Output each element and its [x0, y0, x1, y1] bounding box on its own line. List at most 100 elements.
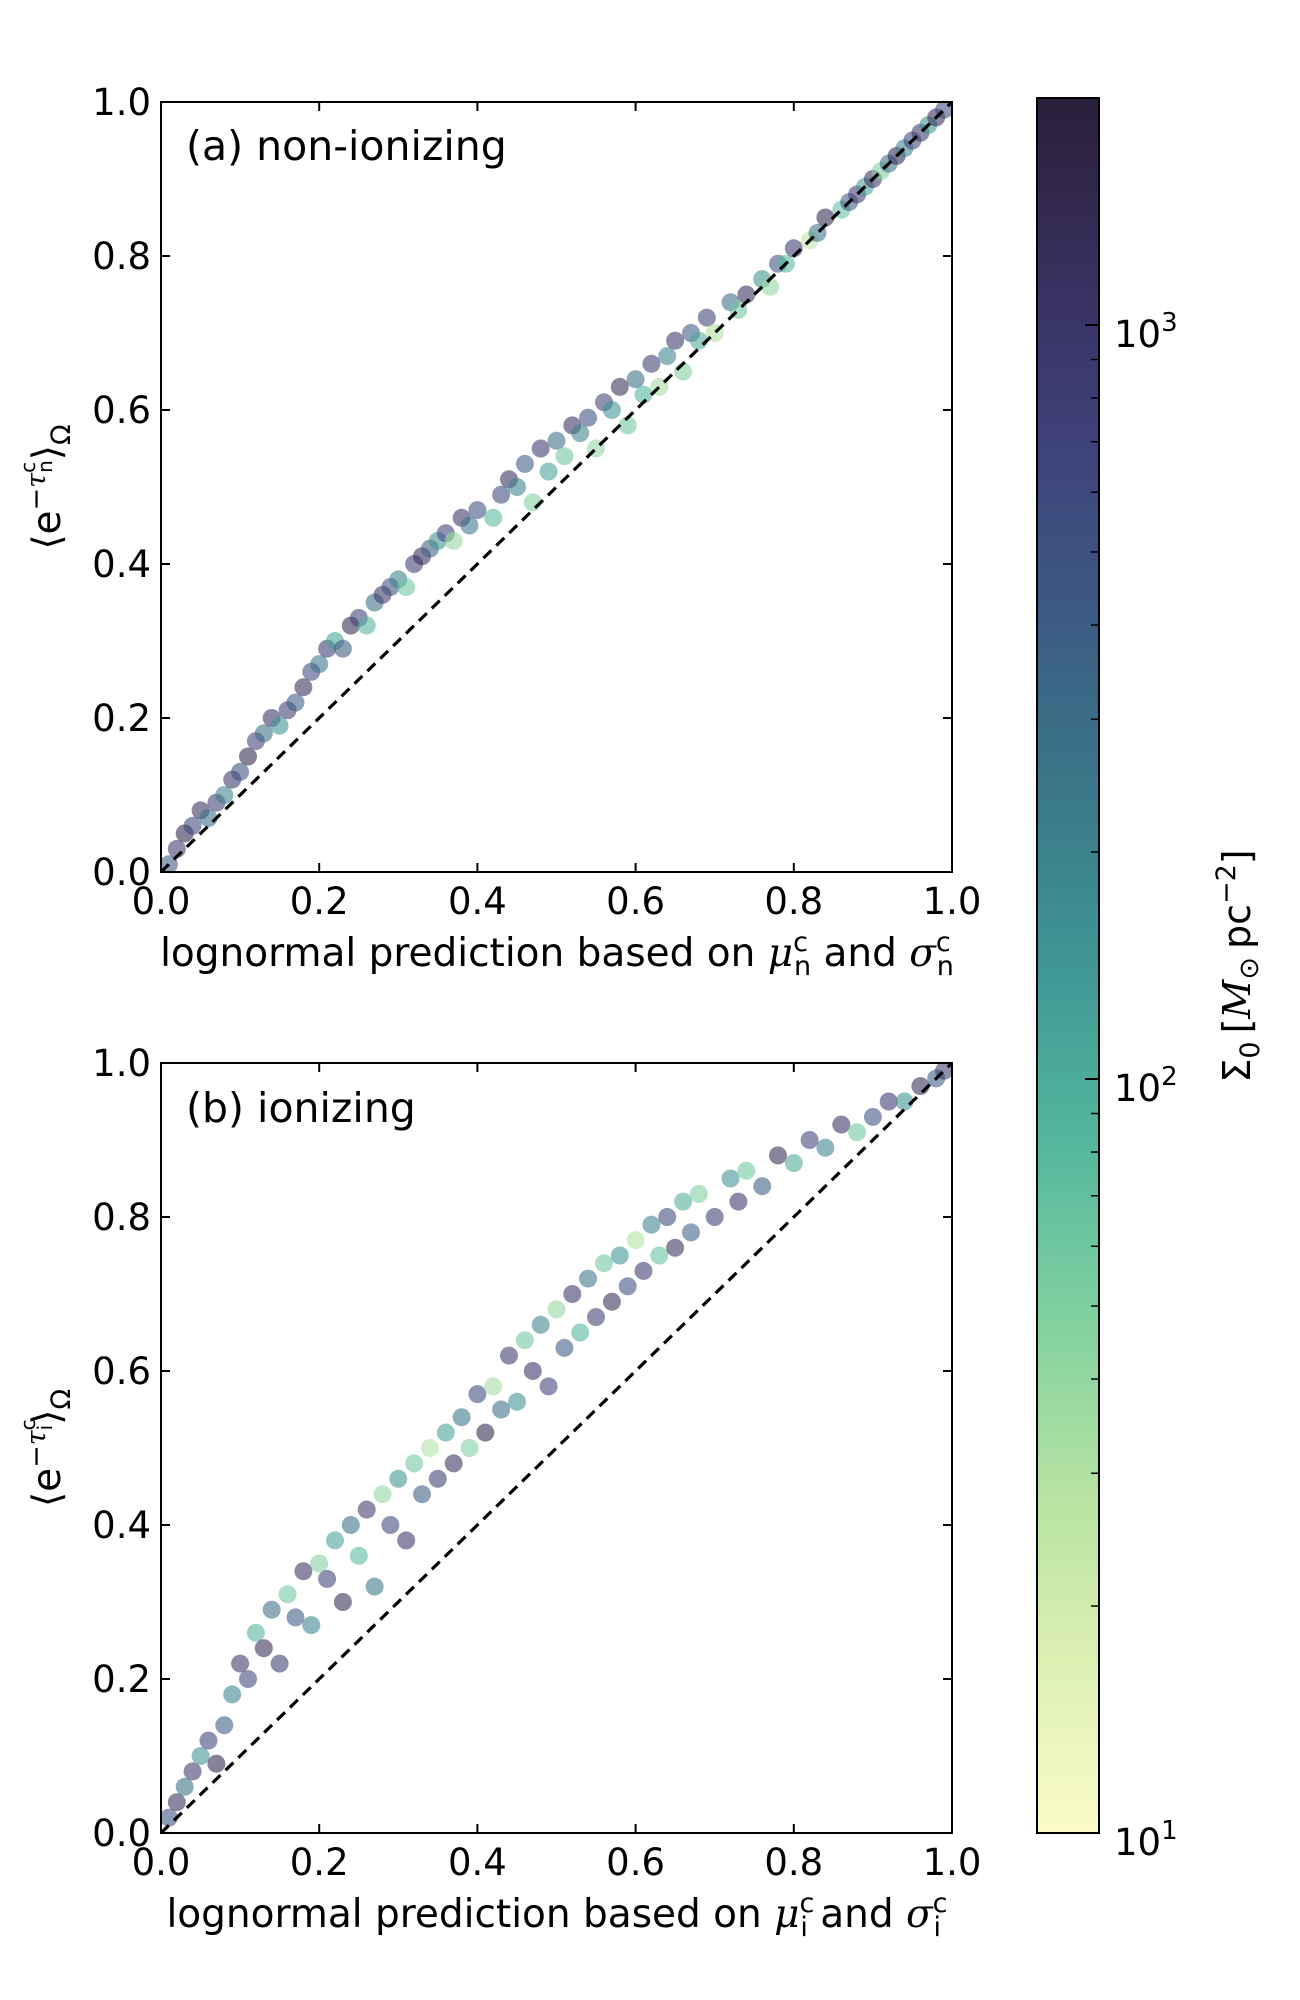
panel-b-data-point — [413, 1485, 431, 1504]
panel-a-xtick-label: 1.0 — [923, 880, 982, 923]
panel-b-label: (b) ionizing — [186, 1084, 416, 1132]
panel-a-xtick-label: 0.6 — [606, 880, 665, 923]
panel-b-ytick-label: 0.4 — [92, 1504, 151, 1547]
panel-b-data-point — [389, 1469, 408, 1488]
panel-a-ticks: 0.0 0.2 0.4 0.6 0.8 1.0 0.0 0.2 0.4 0.6 0.8 1.0 — [92, 81, 981, 923]
panel-b-data-point — [452, 1408, 471, 1427]
panel-b-xtick-label: 0.6 — [606, 1841, 665, 1884]
panel-b-data-point — [231, 1654, 250, 1673]
panel-b-data-point — [357, 1500, 376, 1519]
panel-b-data-point — [595, 1254, 613, 1273]
panel-a-data-point — [531, 439, 550, 458]
colorbar-tick-label: 102 — [1114, 1062, 1178, 1110]
panel-a-data-point — [642, 354, 661, 373]
panel-b-data-point — [436, 1423, 455, 1442]
panel-b-data-point — [262, 1600, 281, 1619]
colorbar-label: Σ0[M⊙pc−2] — [1211, 849, 1266, 1082]
panel-b-data-point — [278, 1585, 297, 1604]
panel-a-data-point — [610, 377, 629, 396]
panel-a-ytick-label: 1.0 — [92, 81, 151, 124]
panel-b-data-point — [579, 1269, 598, 1288]
panel-b-data-point — [428, 1469, 447, 1488]
panel-b-data-point — [420, 1439, 439, 1457]
panel-a-data-point — [310, 655, 329, 674]
panel-a-data-point — [579, 408, 598, 427]
panel-a-data-point — [444, 531, 463, 550]
panel-b-data-point — [215, 1716, 234, 1735]
colorbar: 101 102 103 Σ0[M⊙pc−2] — [1036, 97, 1266, 1864]
panel-b-data-point — [341, 1516, 360, 1534]
panel-b-data-point — [682, 1223, 700, 1242]
panel-b-data-point — [737, 1161, 756, 1180]
panel-b-data-point — [207, 1754, 226, 1773]
panel-a-data-point — [626, 370, 645, 389]
panel-b-data-point — [223, 1685, 242, 1704]
panel-b-data-point — [310, 1554, 329, 1573]
panel-b-data-point — [397, 1531, 416, 1550]
panel-b-xtick-label: 0.0 — [132, 1841, 191, 1884]
panel-b-data-point — [302, 1616, 321, 1635]
panel-b-data-point — [318, 1569, 337, 1588]
panel-b-data-point — [634, 1261, 653, 1280]
colorbar-tick-label: 101 — [1114, 1816, 1178, 1864]
panel-b-data-point — [721, 1169, 740, 1188]
panel-a-ytick-label: 0.2 — [92, 697, 151, 740]
panel-a-data-point — [658, 347, 677, 366]
panel-b-ytick-label: 0.8 — [92, 1196, 151, 1239]
panel-b-data-point — [460, 1439, 479, 1457]
panel-a-ytick-label: 0.4 — [92, 543, 151, 586]
panel-a-data-point — [539, 462, 558, 481]
panel-b-data-point — [468, 1385, 487, 1404]
panel-b-frame — [160, 1062, 953, 1834]
panel-b-ticks: 0.0 0.2 0.4 0.6 0.8 1.0 0.0 0.2 0.4 0.6 0.8 1.0 — [92, 1042, 981, 1884]
panel-a-data-point — [231, 762, 250, 781]
panel-b-data-point — [239, 1670, 257, 1688]
panel-a-xtick-label: 0.8 — [764, 880, 823, 923]
panel-b-data-point — [769, 1146, 787, 1165]
panel-a-data-point — [634, 385, 653, 404]
panel-a-data-point — [270, 716, 289, 735]
panel-b-data-point — [523, 1362, 542, 1380]
panel-b-data-point — [199, 1731, 218, 1750]
panel-b-data-point — [555, 1338, 574, 1357]
panel-b-data-point — [689, 1184, 708, 1203]
panel-a-data-point — [468, 501, 487, 520]
panel-b-reference-line — [159, 1061, 954, 1835]
panel-b-data-point — [729, 1192, 748, 1211]
panel-a-ytick-label: 0.8 — [92, 235, 151, 278]
panel-a-data-point — [333, 639, 352, 658]
panel-b-data-point — [246, 1623, 265, 1642]
panel-b-data-point — [405, 1454, 424, 1473]
panel-b-data-point — [492, 1400, 511, 1419]
panel-b-data-point — [508, 1392, 526, 1411]
panel-b-data-point — [666, 1238, 685, 1257]
panel-b-data-point — [539, 1377, 558, 1396]
panel-a-data-point — [515, 454, 534, 473]
panel-b-xlabel: lognormal prediction based on μc i and σc… — [166, 1888, 947, 1943]
panel-b-data-point — [270, 1654, 289, 1673]
panel-b-data-point — [610, 1246, 629, 1265]
panel-b-data-point — [191, 1747, 210, 1765]
panel-b-data-point — [626, 1231, 645, 1250]
panel-a-data-point — [602, 401, 621, 419]
panel-b-data-point — [373, 1485, 392, 1504]
panel-b-xtick-label: 0.4 — [448, 1841, 507, 1884]
panel-b-ytick-label: 0.2 — [92, 1658, 151, 1701]
panel-b-data-point — [484, 1377, 503, 1396]
panel-a-data-point — [199, 809, 218, 828]
panel-b-data-point — [294, 1562, 313, 1581]
panel-a-data-point — [547, 431, 566, 450]
panel-a-ylabel: ⟨e−τcn⟩Ω — [16, 424, 77, 549]
panel-a-data-point — [492, 485, 511, 504]
panel-b-data-point — [381, 1516, 400, 1534]
panel-b-data-point — [175, 1777, 194, 1796]
panel-b-data-point — [326, 1531, 344, 1550]
panel-a-non-ionizing: 0.0 0.2 0.4 0.6 0.8 1.0 0.0 0.2 0.4 0.6 0.8 1.0 (a)… — [16, 81, 981, 982]
panel-a-data-point — [508, 478, 526, 496]
panel-b-data-point — [848, 1123, 867, 1142]
panel-b-data-point — [602, 1292, 621, 1311]
panel-b-points — [159, 1061, 954, 1827]
panel-a-data-point — [737, 285, 756, 304]
panel-a-data-point — [761, 277, 780, 296]
